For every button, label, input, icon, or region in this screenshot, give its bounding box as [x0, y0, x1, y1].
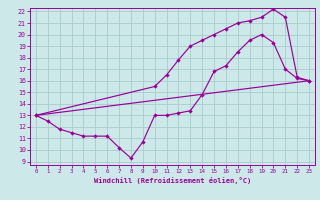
- X-axis label: Windchill (Refroidissement éolien,°C): Windchill (Refroidissement éolien,°C): [94, 177, 251, 184]
